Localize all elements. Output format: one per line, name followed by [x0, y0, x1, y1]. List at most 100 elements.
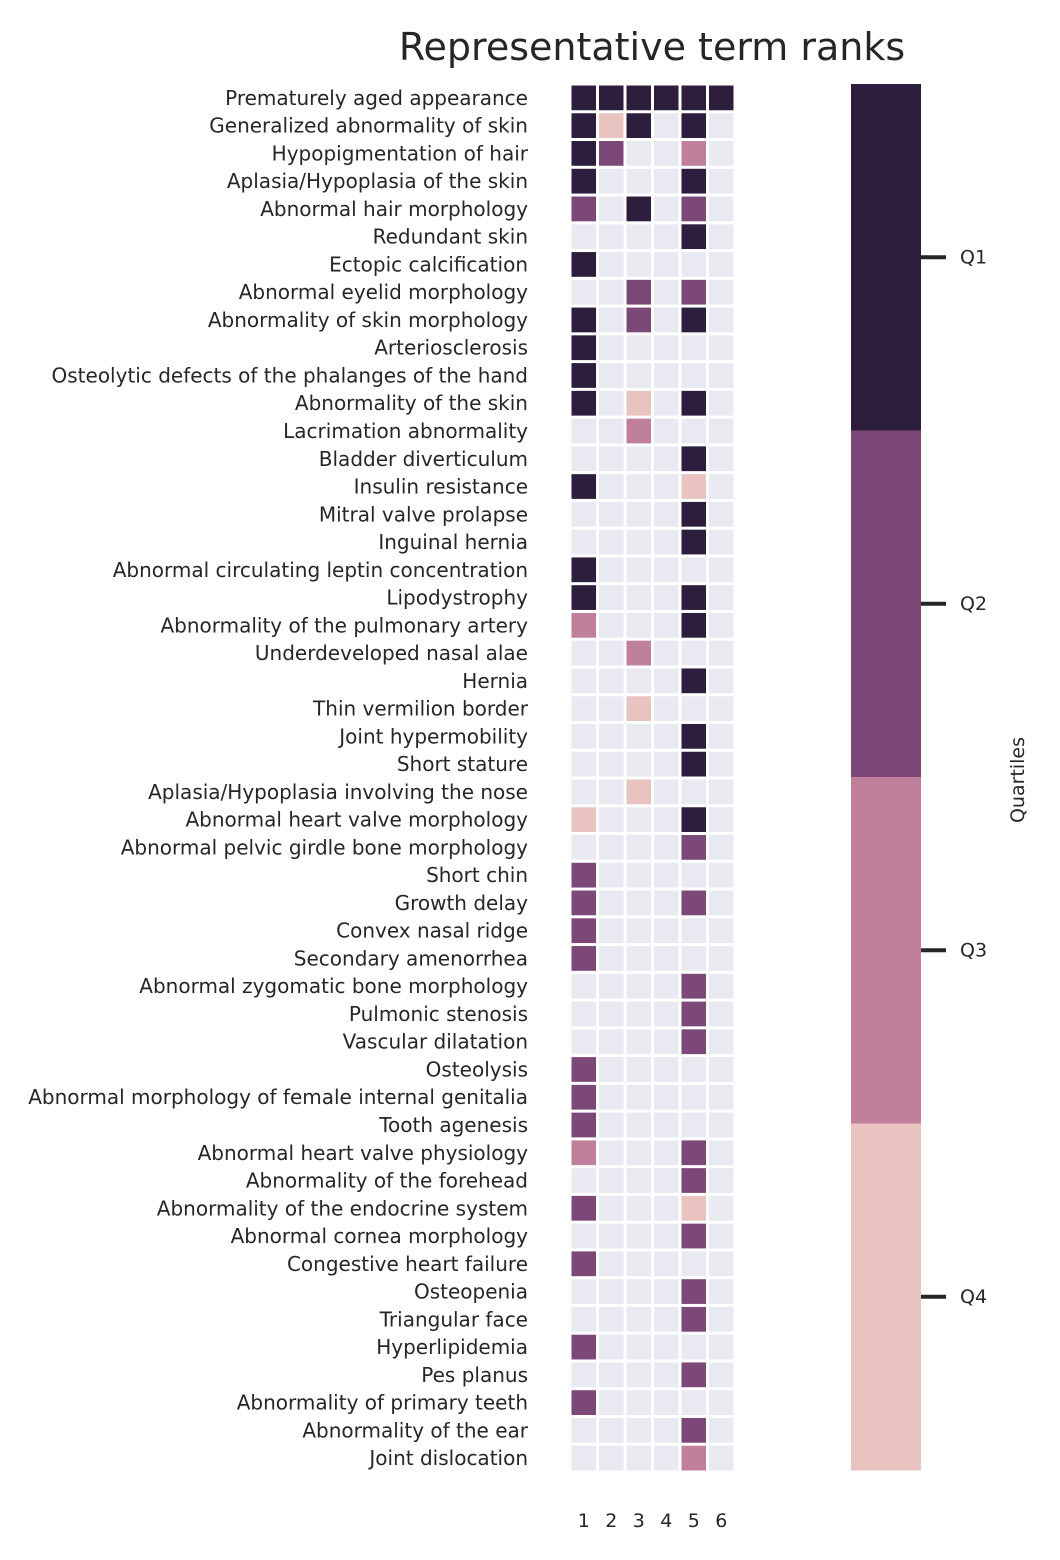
heatmap-cell-r5-c1: [571, 196, 596, 222]
heatmap-cell-r7-c5: [681, 252, 706, 277]
heatmap-cell-r50-c3: [626, 1445, 651, 1471]
heatmap-cell-r9-c1: [571, 307, 596, 333]
heatmap-cell-r2-c5: [681, 113, 706, 139]
heatmap-cell-r18-c6: [709, 557, 734, 583]
heatmap-cell-r7-c6: [709, 252, 734, 277]
heatmap-cell-r3-c1: [571, 141, 596, 166]
heatmap-cell-r21-c4: [654, 640, 679, 666]
colorbar-segment-q4: [851, 1123, 921, 1471]
heatmap-cell-r21-c3: [626, 640, 651, 666]
heatmap-cell-r32-c6: [709, 946, 734, 971]
heatmap-cell-r27-c5: [681, 807, 706, 833]
heatmap-cell-r41-c4: [654, 1195, 679, 1221]
heatmap-cell-r16-c4: [654, 501, 679, 527]
heatmap-cell-r11-c1: [571, 363, 596, 388]
heatmap-cell-r43-c2: [599, 1251, 624, 1277]
heatmap-cell-r26-c1: [571, 779, 596, 805]
heatmap-cell-r22-c4: [654, 668, 679, 694]
heatmap-cell-r36-c1: [571, 1057, 596, 1082]
row-labels: Prematurely aged appearance Generalized a…: [28, 86, 529, 1470]
heatmap-cell-r44-c2: [599, 1279, 624, 1304]
heatmap-cell-r38-c5: [681, 1112, 706, 1138]
heatmap-cell-r49-c2: [599, 1417, 624, 1443]
heatmap-cell-r23-c4: [654, 696, 679, 721]
heatmap-cell-r48-c5: [681, 1390, 706, 1415]
heatmap-cell-r15-c3: [626, 474, 651, 499]
heatmap-cell-r34-c6: [709, 1001, 734, 1027]
heatmap-cell-r19-c2: [599, 585, 624, 610]
heatmap-cell-r28-c6: [709, 835, 734, 860]
row-label: Abnormality of the ear: [302, 1418, 528, 1442]
colorbar-tick-label: Q2: [960, 593, 987, 615]
heatmap-cell-r12-c6: [709, 390, 734, 416]
heatmap-cell-r43-c3: [626, 1251, 651, 1277]
heatmap-cell-r20-c5: [681, 612, 706, 638]
heatmap-cell-r36-c2: [599, 1057, 624, 1082]
colorbar-segment-q3: [851, 777, 921, 1124]
row-label: Generalized abnormality of skin: [209, 114, 528, 138]
row-label: Abnormality of the skin: [295, 391, 528, 415]
heatmap-cell-r40-c5: [681, 1168, 706, 1193]
heatmap-cell-r26-c3: [626, 779, 651, 805]
row-label: Short stature: [397, 752, 528, 776]
heatmap-cell-r11-c6: [709, 363, 734, 388]
heatmap-cell-r24-c3: [626, 723, 651, 749]
heatmap-cell-r23-c2: [599, 696, 624, 721]
heatmap-cell-r24-c1: [571, 723, 596, 749]
heatmap-cell-r44-c6: [709, 1279, 734, 1304]
heatmap-cell-r45-c1: [571, 1306, 596, 1332]
heatmap-cell-r36-c5: [681, 1057, 706, 1082]
heatmap-cell-r45-c2: [599, 1306, 624, 1332]
heatmap-cell-r17-c5: [681, 529, 706, 555]
heatmap-cell-r47-c6: [709, 1362, 734, 1388]
heatmap-cell-r22-c1: [571, 668, 596, 694]
heatmap-cell-r4-c3: [626, 168, 651, 194]
row-label: Hypopigmentation of hair: [272, 141, 529, 165]
heatmap-cell-r49-c5: [681, 1417, 706, 1443]
heatmap-cell-r23-c1: [571, 696, 596, 721]
row-label: Abnormal heart valve physiology: [198, 1141, 529, 1165]
heatmap-cell-r25-c5: [681, 751, 706, 777]
heatmap-cell-r14-c5: [681, 446, 706, 472]
heatmap-cell-r25-c1: [571, 751, 596, 777]
heatmap-cell-r1-c4: [654, 85, 679, 111]
heatmap-cell-r9-c4: [654, 307, 679, 333]
heatmap-cell-r10-c2: [599, 335, 624, 361]
heatmap-cell-r40-c1: [571, 1168, 596, 1193]
heatmap-cell-r31-c1: [571, 918, 596, 944]
heatmap-cell-r1-c6: [709, 85, 734, 111]
heatmap-cell-r14-c4: [654, 446, 679, 472]
row-label: Pes planus: [421, 1363, 528, 1387]
heatmap-cell-r43-c1: [571, 1251, 596, 1277]
heatmap-cell-r18-c4: [654, 557, 679, 583]
heatmap-cell-r14-c1: [571, 446, 596, 472]
colorbar: Q1 Q2 Q3 Q4: [851, 84, 987, 1471]
heatmap-cell-r18-c1: [571, 557, 596, 583]
heatmap-cell-r42-c6: [709, 1223, 734, 1249]
heatmap-cell-r48-c3: [626, 1390, 651, 1415]
heatmap-cell-r26-c5: [681, 779, 706, 805]
heatmap-cell-r37-c3: [626, 1084, 651, 1110]
row-label: Redundant skin: [373, 225, 528, 249]
heatmap-cell-r21-c2: [599, 640, 624, 666]
row-label: Tooth agenesis: [378, 1113, 528, 1137]
heatmap-cell-r35-c2: [599, 1029, 624, 1055]
heatmap-cell-r17-c4: [654, 529, 679, 555]
row-label: Secondary amenorrhea: [294, 946, 528, 970]
heatmap-cell-r7-c1: [571, 252, 596, 277]
heatmap-cell-r19-c6: [709, 585, 734, 610]
heatmap-cell-r34-c3: [626, 1001, 651, 1027]
heatmap-cell-r49-c6: [709, 1417, 734, 1443]
heatmap-cell-r22-c6: [709, 668, 734, 694]
heatmap-cell-r35-c3: [626, 1029, 651, 1055]
colorbar-segment-q2: [851, 430, 921, 778]
heatmap-cell-r2-c1: [571, 113, 596, 139]
heatmap-cell-r45-c5: [681, 1306, 706, 1332]
row-label: Hernia: [462, 669, 528, 693]
heatmap-cell-r47-c4: [654, 1362, 679, 1388]
heatmap-cell-r48-c2: [599, 1390, 624, 1415]
heatmap-cell-r37-c6: [709, 1084, 734, 1110]
row-label: Abnormal cornea morphology: [231, 1224, 529, 1248]
